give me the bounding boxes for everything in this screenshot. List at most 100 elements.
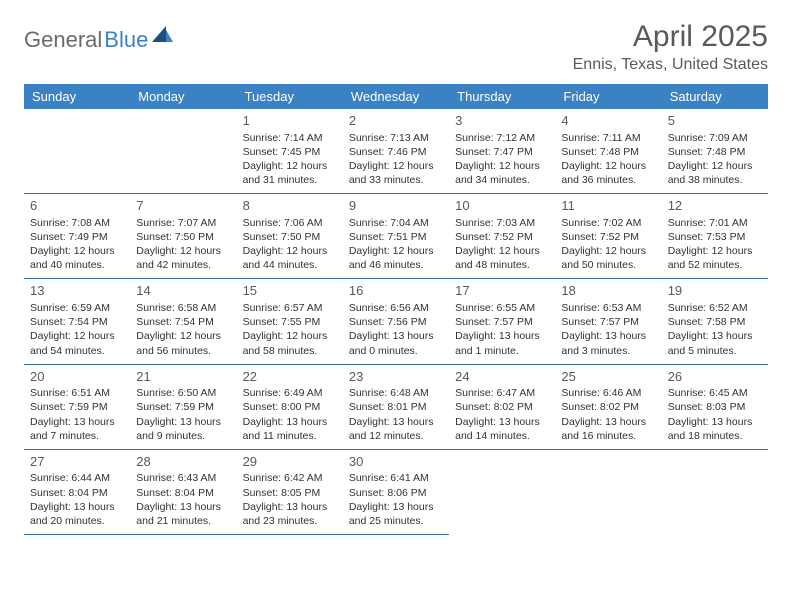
day-number: 28 xyxy=(136,453,230,471)
location: Ennis, Texas, United States xyxy=(573,56,768,74)
calendar-day-cell: 17Sunrise: 6:55 AMSunset: 7:57 PMDayligh… xyxy=(449,279,555,364)
calendar-day-cell xyxy=(662,449,768,534)
day-detail-line: Sunset: 7:52 PM xyxy=(455,230,549,244)
day-detail-line: Daylight: 12 hours xyxy=(668,244,762,258)
day-detail-line: Daylight: 12 hours xyxy=(243,159,337,173)
calendar-day-cell: 23Sunrise: 6:48 AMSunset: 8:01 PMDayligh… xyxy=(343,364,449,449)
day-detail-line: Daylight: 13 hours xyxy=(668,329,762,343)
day-content: 16Sunrise: 6:56 AMSunset: 7:56 PMDayligh… xyxy=(343,279,449,363)
day-detail-line: Sunrise: 6:45 AM xyxy=(668,386,762,400)
day-content: 4Sunrise: 7:11 AMSunset: 7:48 PMDaylight… xyxy=(555,109,661,193)
calendar-day-cell: 24Sunrise: 6:47 AMSunset: 8:02 PMDayligh… xyxy=(449,364,555,449)
day-detail-line: Sunset: 7:55 PM xyxy=(243,315,337,329)
day-detail-line: Sunset: 8:05 PM xyxy=(243,486,337,500)
day-number: 18 xyxy=(561,282,655,300)
day-content: 5Sunrise: 7:09 AMSunset: 7:48 PMDaylight… xyxy=(662,109,768,193)
day-detail-line: Sunrise: 6:53 AM xyxy=(561,301,655,315)
day-detail-line: Sunset: 8:00 PM xyxy=(243,400,337,414)
day-content: 30Sunrise: 6:41 AMSunset: 8:06 PMDayligh… xyxy=(343,450,449,534)
day-number: 30 xyxy=(349,453,443,471)
day-detail-line: Sunrise: 6:47 AM xyxy=(455,386,549,400)
day-detail-line: Sunrise: 6:50 AM xyxy=(136,386,230,400)
day-content: 20Sunrise: 6:51 AMSunset: 7:59 PMDayligh… xyxy=(24,365,130,449)
day-detail-line: Sunset: 7:51 PM xyxy=(349,230,443,244)
calendar-day-cell: 7Sunrise: 7:07 AMSunset: 7:50 PMDaylight… xyxy=(130,194,236,279)
day-detail-line: and 20 minutes. xyxy=(30,514,124,528)
logo: GeneralBlue xyxy=(24,26,174,53)
day-detail-line: and 33 minutes. xyxy=(349,173,443,187)
day-detail-line: Sunset: 7:50 PM xyxy=(243,230,337,244)
calendar-day-cell: 20Sunrise: 6:51 AMSunset: 7:59 PMDayligh… xyxy=(24,364,130,449)
day-number: 6 xyxy=(30,197,124,215)
day-content: 9Sunrise: 7:04 AMSunset: 7:51 PMDaylight… xyxy=(343,194,449,278)
day-detail-line: Daylight: 13 hours xyxy=(136,415,230,429)
day-detail-line: Sunrise: 6:46 AM xyxy=(561,386,655,400)
weekday-header: Sunday xyxy=(24,84,130,109)
logo-sail-icon xyxy=(152,26,174,49)
day-detail-line: Sunset: 7:54 PM xyxy=(30,315,124,329)
day-detail-line: Sunrise: 6:41 AM xyxy=(349,471,443,485)
day-detail-line: and 38 minutes. xyxy=(668,173,762,187)
day-number: 20 xyxy=(30,368,124,386)
day-detail-line: and 5 minutes. xyxy=(668,344,762,358)
day-number: 14 xyxy=(136,282,230,300)
weekday-header-row: Sunday Monday Tuesday Wednesday Thursday… xyxy=(24,84,768,109)
day-number: 17 xyxy=(455,282,549,300)
day-detail-line: Sunrise: 7:07 AM xyxy=(136,216,230,230)
day-detail-line: Sunrise: 7:09 AM xyxy=(668,131,762,145)
day-detail-line: Sunrise: 6:42 AM xyxy=(243,471,337,485)
weekday-header: Wednesday xyxy=(343,84,449,109)
day-detail-line: Sunset: 7:59 PM xyxy=(136,400,230,414)
day-detail-line: and 50 minutes. xyxy=(561,258,655,272)
calendar-week-row: 13Sunrise: 6:59 AMSunset: 7:54 PMDayligh… xyxy=(24,279,768,364)
calendar-day-cell: 16Sunrise: 6:56 AMSunset: 7:56 PMDayligh… xyxy=(343,279,449,364)
day-detail-line: Daylight: 12 hours xyxy=(30,244,124,258)
day-number: 7 xyxy=(136,197,230,215)
day-number: 15 xyxy=(243,282,337,300)
day-detail-line: Daylight: 13 hours xyxy=(349,500,443,514)
calendar-day-cell: 5Sunrise: 7:09 AMSunset: 7:48 PMDaylight… xyxy=(662,109,768,194)
logo-text-2: Blue xyxy=(104,27,148,53)
day-detail-line: Sunrise: 6:57 AM xyxy=(243,301,337,315)
calendar-day-cell: 1Sunrise: 7:14 AMSunset: 7:45 PMDaylight… xyxy=(237,109,343,194)
day-detail-line: Daylight: 13 hours xyxy=(455,415,549,429)
day-detail-line: Sunset: 7:48 PM xyxy=(561,145,655,159)
day-detail-line: Sunrise: 6:51 AM xyxy=(30,386,124,400)
day-detail-line: and 7 minutes. xyxy=(30,429,124,443)
day-content: 18Sunrise: 6:53 AMSunset: 7:57 PMDayligh… xyxy=(555,279,661,363)
day-detail-line: Sunset: 8:02 PM xyxy=(561,400,655,414)
day-detail-line: and 42 minutes. xyxy=(136,258,230,272)
day-number: 13 xyxy=(30,282,124,300)
day-detail-line: Sunset: 7:46 PM xyxy=(349,145,443,159)
day-detail-line: Daylight: 12 hours xyxy=(668,159,762,173)
day-content: 11Sunrise: 7:02 AMSunset: 7:52 PMDayligh… xyxy=(555,194,661,278)
day-detail-line: and 9 minutes. xyxy=(136,429,230,443)
day-detail-line: Daylight: 12 hours xyxy=(243,244,337,258)
calendar-day-cell: 15Sunrise: 6:57 AMSunset: 7:55 PMDayligh… xyxy=(237,279,343,364)
day-number: 19 xyxy=(668,282,762,300)
day-detail-line: Sunrise: 6:43 AM xyxy=(136,471,230,485)
day-detail-line: Sunrise: 7:03 AM xyxy=(455,216,549,230)
day-detail-line: and 34 minutes. xyxy=(455,173,549,187)
day-number: 25 xyxy=(561,368,655,386)
day-detail-line: Sunrise: 6:52 AM xyxy=(668,301,762,315)
day-detail-line: and 14 minutes. xyxy=(455,429,549,443)
day-detail-line: and 12 minutes. xyxy=(349,429,443,443)
day-content: 13Sunrise: 6:59 AMSunset: 7:54 PMDayligh… xyxy=(24,279,130,363)
day-number: 22 xyxy=(243,368,337,386)
day-content: 14Sunrise: 6:58 AMSunset: 7:54 PMDayligh… xyxy=(130,279,236,363)
day-number: 23 xyxy=(349,368,443,386)
weekday-header: Saturday xyxy=(662,84,768,109)
calendar-day-cell: 30Sunrise: 6:41 AMSunset: 8:06 PMDayligh… xyxy=(343,449,449,534)
day-detail-line: Sunrise: 6:48 AM xyxy=(349,386,443,400)
day-content: 6Sunrise: 7:08 AMSunset: 7:49 PMDaylight… xyxy=(24,194,130,278)
day-number: 3 xyxy=(455,112,549,130)
day-detail-line: and 21 minutes. xyxy=(136,514,230,528)
day-detail-line: and 0 minutes. xyxy=(349,344,443,358)
day-number: 21 xyxy=(136,368,230,386)
day-content: 19Sunrise: 6:52 AMSunset: 7:58 PMDayligh… xyxy=(662,279,768,363)
day-detail-line: Sunrise: 6:49 AM xyxy=(243,386,337,400)
weekday-header: Thursday xyxy=(449,84,555,109)
day-content: 17Sunrise: 6:55 AMSunset: 7:57 PMDayligh… xyxy=(449,279,555,363)
day-number: 12 xyxy=(668,197,762,215)
